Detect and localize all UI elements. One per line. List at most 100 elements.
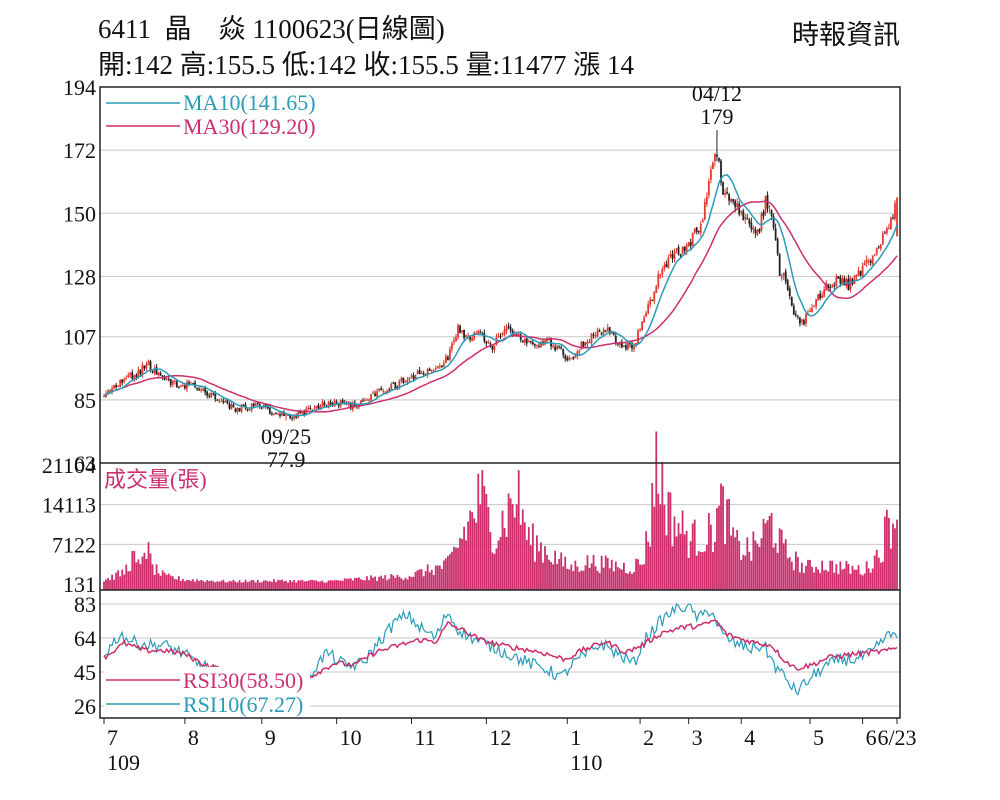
volume-bar (612, 571, 615, 590)
candle-body (722, 182, 724, 195)
volume-bar (240, 582, 243, 590)
candle-body (406, 380, 409, 383)
candle-body (627, 342, 629, 350)
volume-bar (616, 567, 619, 590)
volume-bar (226, 582, 229, 590)
volume-bar (792, 570, 795, 590)
volume-bar (521, 509, 524, 590)
candle-body (590, 333, 593, 344)
volume-bar (289, 580, 292, 590)
candle-body (442, 363, 445, 367)
volume-bar (489, 531, 492, 590)
candle-body (271, 413, 273, 415)
volume-bar (408, 576, 411, 590)
volume-bar (722, 486, 724, 590)
volume-bar (347, 578, 350, 590)
candle-body (491, 345, 494, 350)
volume-bar (762, 518, 765, 590)
volume-bar (623, 562, 625, 590)
candle-body (760, 213, 763, 231)
volume-bar (262, 580, 265, 590)
volume-bar (683, 534, 686, 590)
candle-body (768, 209, 771, 211)
candle-body (679, 254, 682, 257)
volume-bar (835, 564, 838, 590)
volume-bar (123, 574, 126, 590)
volume-bar (378, 576, 381, 590)
volume-bar (625, 572, 627, 590)
volume-bar (323, 582, 326, 590)
candle-body (285, 414, 287, 416)
volume-bar (643, 564, 646, 590)
candle-body (186, 381, 188, 390)
volume-bar (234, 581, 237, 590)
volume-bar (220, 580, 223, 590)
candle-body (513, 333, 516, 335)
volume-bar (513, 517, 516, 590)
volume-bar (807, 559, 809, 590)
volume-bar (681, 510, 684, 590)
volume-bar (505, 536, 508, 590)
volume-bar (754, 540, 757, 590)
volume-bar (780, 529, 783, 590)
candle-body (416, 371, 419, 374)
volume-bar (291, 581, 294, 590)
candle-body (206, 391, 209, 396)
volume-bar (566, 568, 569, 590)
volume-bar (805, 565, 807, 590)
candle-body (380, 388, 383, 391)
x-month-label: 8 (188, 725, 199, 750)
candle-body (254, 403, 257, 406)
volume-bar (264, 580, 267, 590)
candle-body (139, 370, 142, 374)
volume-bar (758, 546, 761, 590)
candle-body (463, 329, 465, 338)
volume-bar (867, 568, 870, 590)
rsi-tick-label: 64 (74, 626, 96, 651)
candle-body (311, 409, 314, 411)
volume-bar (159, 575, 162, 590)
volume-bar (467, 521, 470, 590)
volume-bar (236, 582, 239, 590)
volume-bar (244, 579, 247, 590)
volume-bar (260, 582, 263, 590)
volume-bar (888, 517, 890, 590)
volume-bar (175, 579, 178, 590)
candle-body (123, 379, 126, 382)
candle-body (796, 315, 799, 317)
candle-body (315, 406, 318, 409)
volume-bar (679, 533, 682, 590)
volume-bar (894, 528, 896, 590)
volume-bar (250, 579, 253, 590)
volume-bar (497, 540, 500, 590)
candle-body (560, 346, 563, 349)
candle-body (248, 409, 251, 411)
volume-bar (386, 580, 389, 590)
volume-bar (803, 572, 805, 590)
volume-bar (833, 572, 836, 590)
candle-body (402, 377, 405, 383)
candle-body (360, 400, 362, 405)
candle-body (677, 247, 680, 255)
volume-bar (461, 538, 463, 590)
price-legend-box (104, 90, 330, 136)
volume-bar (712, 552, 714, 590)
volume-bar (716, 508, 718, 590)
candle-body (823, 289, 826, 298)
volume-tick-label: 7122 (52, 532, 96, 557)
candle-body (447, 356, 449, 360)
volume-bar (428, 572, 431, 590)
candle-body (620, 341, 623, 348)
candle-body (817, 294, 820, 301)
candle-body (618, 342, 621, 346)
x-month-label: 6 (866, 725, 877, 750)
volume-bar (736, 529, 739, 590)
candle-body (301, 411, 304, 414)
candle-body (499, 336, 502, 338)
candle-body (631, 342, 633, 349)
volume-bar (821, 560, 824, 590)
volume-bar (560, 552, 563, 590)
volume-bar (499, 537, 502, 590)
candle-body (414, 374, 417, 380)
volume-bar (756, 543, 759, 590)
